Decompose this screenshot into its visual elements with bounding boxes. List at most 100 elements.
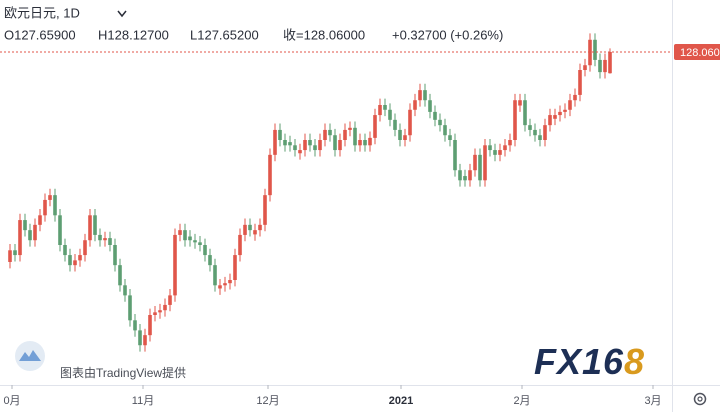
candle-body: [113, 245, 117, 266]
ohlc-field: H128.12700: [98, 27, 169, 42]
candle-body: [83, 240, 87, 256]
candle-body: [548, 115, 552, 126]
candle-body: [303, 140, 307, 151]
candle-body: [203, 245, 207, 256]
tradingview-watermark: 图表由TradingView提供: [15, 341, 186, 380]
candle-body: [513, 100, 517, 140]
candle-body: [168, 295, 172, 305]
candle-body: [558, 111, 562, 116]
ohlc-field: L127.65200: [190, 27, 259, 42]
candle-body: [418, 90, 422, 101]
candle-body: [228, 280, 232, 284]
candle-body: [578, 70, 582, 95]
candle-body: [103, 238, 107, 241]
candle-body: [233, 255, 237, 280]
candle-body: [48, 195, 52, 200]
candle-body: [488, 145, 492, 151]
candle-body: [263, 195, 267, 225]
candle-body: [393, 119, 397, 130]
candle-body: [218, 285, 222, 289]
candle-body: [23, 220, 27, 231]
candle-body: [588, 39, 592, 66]
logo-main: FX16: [534, 341, 624, 382]
candle-body: [308, 140, 312, 146]
x-tick-label: 3月: [644, 395, 661, 407]
x-tick-label: 2021: [389, 395, 413, 407]
candle-body: [153, 312, 157, 315]
candle-body: [138, 330, 142, 346]
candle-body: [13, 250, 17, 256]
candle-body: [378, 105, 382, 116]
last-price-box: [674, 43, 720, 60]
candle-body: [158, 310, 162, 313]
candle-body: [528, 125, 532, 130]
candle-body: [323, 129, 327, 140]
candle-body: [473, 154, 477, 171]
candle-body: [278, 129, 282, 140]
dropdown-chevron[interactable]: [117, 10, 127, 18]
candle-body: [318, 140, 322, 151]
candle-body: [478, 154, 482, 181]
candle-body: [603, 59, 607, 73]
candle-body: [483, 145, 487, 181]
candle-body: [523, 100, 527, 126]
candle-body: [428, 100, 432, 112]
candle-body: [538, 135, 542, 140]
candle-body: [423, 90, 427, 101]
symbol-title[interactable]: 欧元日元, 1D: [4, 5, 80, 20]
candle-body: [503, 145, 507, 151]
candle-body: [443, 125, 447, 136]
candle-body: [293, 145, 297, 151]
candle-body: [348, 127, 352, 130]
last-price-label: 128.060: [680, 47, 720, 59]
ohlc-field: +0.32700 (+0.26%): [392, 27, 503, 42]
candle-body: [28, 230, 32, 241]
candle-body: [288, 142, 292, 146]
candle-body: [328, 129, 332, 136]
watermark-text: 图表由TradingView提供: [60, 365, 186, 380]
candle-body: [438, 119, 442, 126]
candle-body: [128, 295, 132, 321]
gear-ring: [693, 392, 707, 406]
candle-body: [468, 170, 472, 181]
candle-body: [273, 129, 277, 155]
candle-body: [193, 240, 197, 243]
logo-accent: 8: [624, 341, 645, 382]
candle-body: [383, 105, 387, 110]
candle-body: [58, 215, 62, 245]
candle-body: [403, 135, 407, 140]
candle-body: [353, 127, 357, 146]
candle-body: [148, 315, 152, 336]
candle-body: [358, 140, 362, 146]
candle-body: [243, 224, 247, 235]
candle-body: [498, 150, 502, 155]
candle-body: [593, 39, 597, 60]
candle-body: [563, 109, 567, 112]
settings-gear[interactable]: [693, 392, 707, 406]
candle-body: [178, 230, 182, 235]
candle-body: [398, 129, 402, 140]
candle-body: [63, 245, 67, 256]
candle-body: [173, 234, 177, 296]
candle-body: [38, 215, 42, 225]
ohlc-field: O127.65900: [4, 27, 76, 42]
x-tick-label: 2月: [513, 395, 530, 407]
candle-body: [333, 135, 337, 151]
candle-body: [78, 255, 82, 261]
candle-body: [268, 154, 272, 196]
candle-body: [553, 115, 557, 119]
candle-body: [518, 100, 522, 106]
candle-body: [408, 109, 412, 136]
candle-body: [433, 111, 437, 120]
candle-body: [453, 140, 457, 171]
candle-body: [363, 140, 367, 146]
candle-body: [338, 140, 342, 151]
candle-body: [253, 230, 257, 235]
candle-body: [533, 129, 537, 136]
candle-body: [413, 100, 417, 110]
candle-body: [373, 115, 377, 138]
ohlc-header: O127.65900 H128.12700 L127.65200 收=128.0600…: [4, 27, 503, 42]
candle-body: [53, 195, 57, 216]
